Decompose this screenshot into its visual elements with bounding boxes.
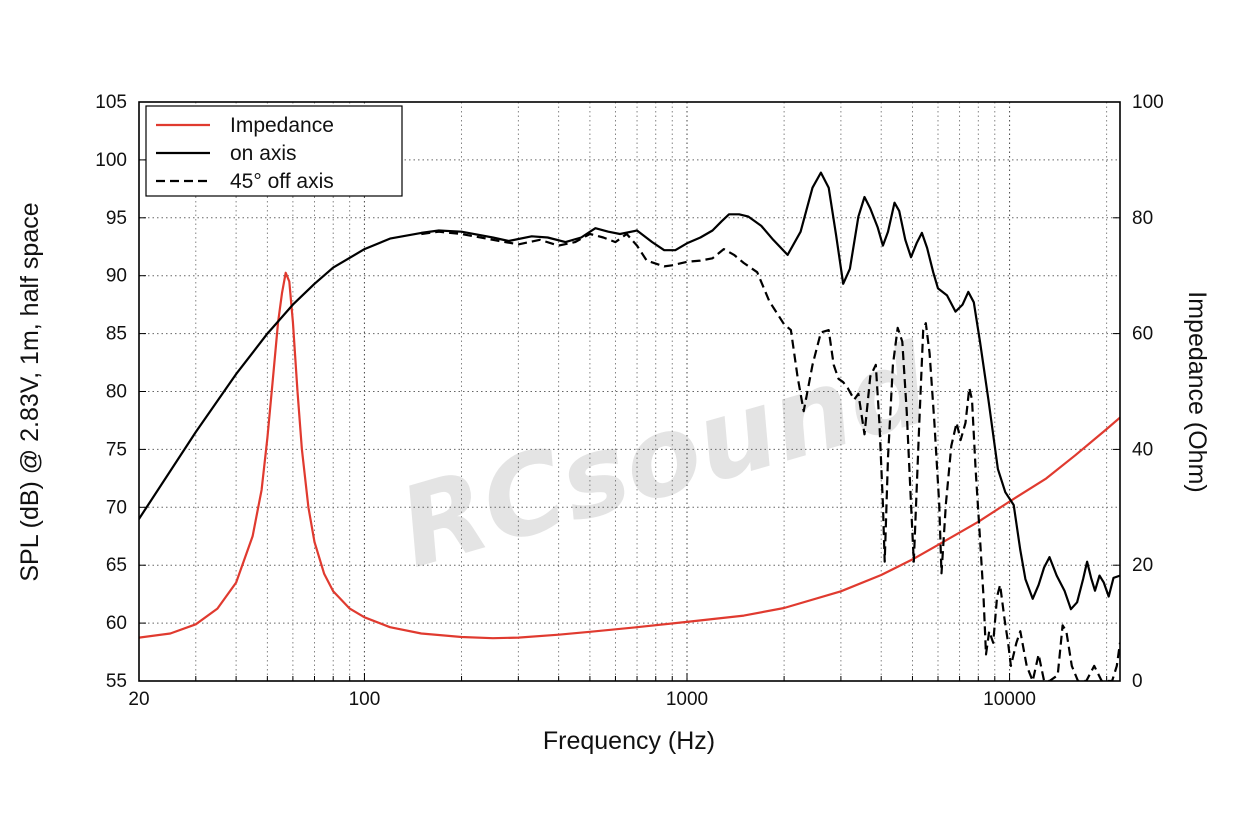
ticks <box>138 101 1120 682</box>
series-line-on-axis <box>139 171 1120 611</box>
y-axis-title: SPL (dB) @ 2.83V, 1m, half space <box>16 202 44 581</box>
series-line-45-off-axis <box>421 230 1120 681</box>
y-tick-label: 60 <box>106 613 127 634</box>
legend-label-off-axis: 45° off axis <box>230 170 334 193</box>
tick-labels: 20 100 1000 10000 55 60 65 70 75 80 85 90 95 100 105 0 2… <box>95 92 1163 710</box>
x-axis-title: Frequency (Hz) <box>543 727 715 755</box>
y-tick-label: 85 <box>106 324 127 345</box>
legend-label-impedance: Impedance <box>230 114 334 137</box>
legend: Impedance on axis 45° off axis <box>145 105 403 197</box>
x-tick-label: 10000 <box>983 689 1036 710</box>
x-tick-label: 1000 <box>666 689 708 710</box>
y-tick-label: 55 <box>106 671 127 692</box>
y-tick-label: 105 <box>95 92 127 113</box>
series-line-impedance <box>139 271 1120 640</box>
grid <box>138 102 1120 681</box>
y2-axis-title: Impedance (Ohm) <box>1183 291 1211 492</box>
y2-tick-label: 80 <box>1132 208 1153 229</box>
y-tick-label: 65 <box>106 555 127 576</box>
y2-tick-label: 60 <box>1132 324 1153 345</box>
legend-label-on-axis: on axis <box>230 142 297 165</box>
y2-tick-label: 40 <box>1132 439 1153 460</box>
y2-tick-label: 0 <box>1132 671 1143 692</box>
x-tick-label: 20 <box>128 689 149 710</box>
y-tick-label: 95 <box>106 208 127 229</box>
y-tick-label: 70 <box>106 497 127 518</box>
y2-tick-label: 20 <box>1132 555 1153 576</box>
series-layer <box>139 171 1120 681</box>
y2-tick-label: 100 <box>1132 92 1164 113</box>
y-tick-label: 90 <box>106 266 127 287</box>
y-tick-label: 75 <box>106 439 127 460</box>
y-tick-label: 80 <box>106 382 127 403</box>
x-tick-label: 100 <box>349 689 381 710</box>
y-tick-label: 100 <box>95 150 127 171</box>
